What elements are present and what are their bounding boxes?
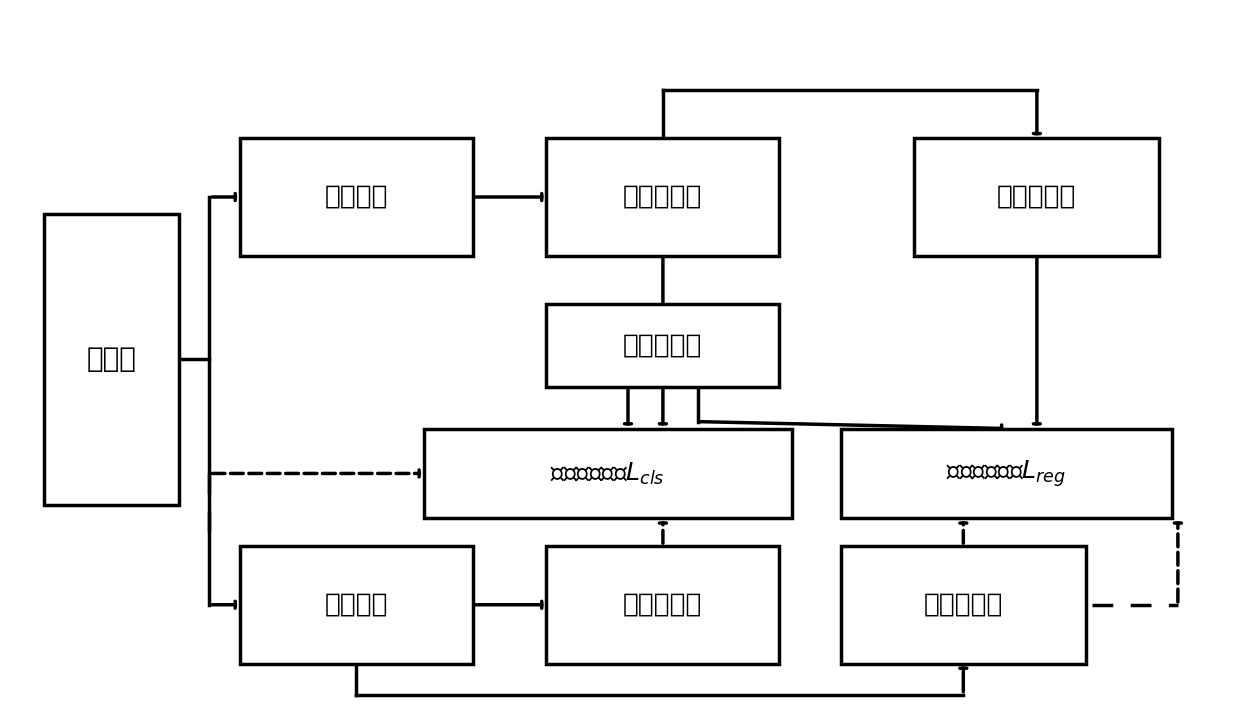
FancyBboxPatch shape (547, 304, 780, 387)
Text: 类别预测值: 类别预测值 (624, 591, 703, 618)
Text: 真实标签值: 真实标签值 (624, 333, 703, 359)
FancyBboxPatch shape (547, 138, 780, 256)
Text: 分类损失函数$L_{cls}$: 分类损失函数$L_{cls}$ (551, 460, 665, 486)
FancyBboxPatch shape (841, 546, 1086, 663)
Text: 回归损失函数$L_{reg}$: 回归损失函数$L_{reg}$ (946, 458, 1066, 489)
FancyBboxPatch shape (239, 138, 472, 256)
Text: 边框预测值: 边框预测值 (924, 591, 1003, 618)
FancyBboxPatch shape (424, 429, 791, 518)
Text: 边框预测值: 边框预测值 (997, 184, 1076, 210)
Text: 学生网络: 学生网络 (325, 591, 388, 618)
FancyBboxPatch shape (239, 546, 472, 663)
FancyBboxPatch shape (43, 214, 179, 505)
FancyBboxPatch shape (547, 546, 780, 663)
FancyBboxPatch shape (914, 138, 1159, 256)
Text: 教师网络: 教师网络 (325, 184, 388, 210)
FancyBboxPatch shape (841, 429, 1172, 518)
Text: 训练集: 训练集 (87, 345, 136, 374)
Text: 类别预测值: 类别预测值 (624, 184, 703, 210)
